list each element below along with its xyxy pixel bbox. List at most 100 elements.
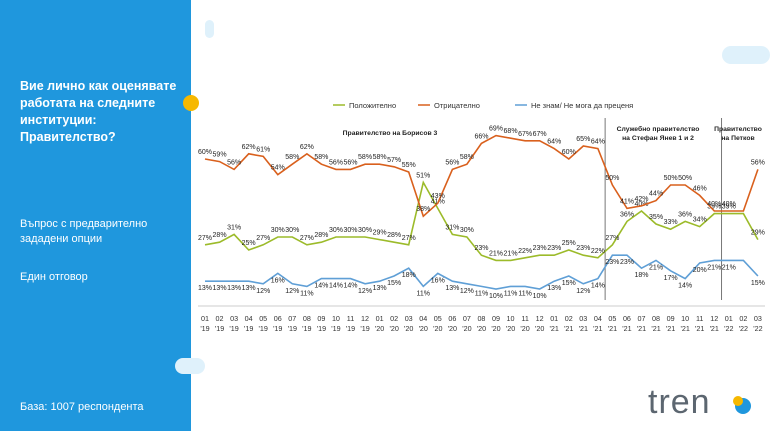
data-label: 30%	[460, 227, 474, 234]
data-label: 23%	[576, 245, 590, 252]
x-tick-label: 04	[245, 314, 253, 323]
x-tick-label: 03	[754, 314, 762, 323]
series-line	[204, 180, 759, 262]
legend-label: Положително	[349, 101, 396, 110]
data-label: 41%	[620, 198, 634, 205]
x-tick-label: 04	[594, 314, 602, 323]
x-tick-label: '19	[200, 324, 209, 333]
x-tick-label: '21	[593, 324, 602, 333]
data-label: 50%	[664, 175, 678, 182]
sidebar: Вие лично как оценявате работата на след…	[0, 0, 191, 431]
x-tick-label: '19	[302, 324, 311, 333]
data-label: 29%	[751, 230, 765, 237]
data-label: 58%	[285, 154, 299, 161]
data-label: 22%	[518, 248, 532, 255]
x-tick-label: 04	[419, 314, 427, 323]
data-label: 58%	[373, 154, 387, 161]
x-tick-label: 07	[288, 314, 296, 323]
data-label: 33%	[664, 219, 678, 226]
x-tick-label: '20	[520, 324, 529, 333]
x-tick-label: 11	[521, 314, 528, 323]
x-tick-label: 06	[274, 314, 282, 323]
x-tick-label: 10	[681, 314, 689, 323]
data-label: 18%	[634, 272, 648, 279]
data-label: 27%	[300, 235, 314, 242]
data-label: 15%	[387, 280, 401, 287]
x-tick-label: '19	[259, 324, 268, 333]
data-label: 65%	[576, 136, 590, 143]
data-label: 11%	[417, 290, 431, 297]
x-tick-label: '21	[651, 324, 660, 333]
data-label: 38%	[416, 206, 430, 213]
x-tick-label: 06	[623, 314, 631, 323]
question-type: Въпрос с предварително зададени опции	[20, 218, 148, 245]
data-label: 40%	[722, 201, 736, 208]
data-label: 40%	[707, 201, 721, 208]
x-tick-label: 07	[463, 314, 471, 323]
data-label: 21%	[722, 264, 736, 271]
data-label: 58%	[460, 154, 474, 161]
data-label: 13%	[198, 285, 212, 292]
x-tick-label: 03	[579, 314, 587, 323]
data-label: 66%	[474, 133, 488, 140]
data-label: 21%	[489, 250, 503, 257]
data-label: 30%	[271, 227, 285, 234]
data-label: 20%	[693, 267, 707, 274]
x-tick-label: 01	[201, 314, 209, 323]
data-label: 43%	[431, 193, 445, 200]
x-tick-label: 06	[448, 314, 456, 323]
data-label: 21%	[649, 264, 663, 271]
data-label: 23%	[620, 259, 634, 266]
data-label: 40%	[634, 201, 648, 208]
x-tick-label: '20	[448, 324, 457, 333]
data-label: 56%	[329, 159, 343, 166]
data-label: 23%	[605, 259, 619, 266]
question-title: Вие лично как оценявате работата на след…	[20, 79, 177, 144]
data-label: 56%	[227, 159, 241, 166]
period-label: Правителство на Борисов 3	[343, 130, 438, 137]
data-label: 21%	[707, 264, 721, 271]
series-line	[204, 134, 759, 218]
x-tick-label: '19	[229, 324, 238, 333]
period-label: Правителство	[714, 126, 762, 133]
legend-label: Не знам/ Не мога да преценя	[531, 101, 633, 110]
x-tick-label: '20	[535, 324, 544, 333]
x-tick-label: '19	[331, 324, 340, 333]
x-tick-label: '21	[666, 324, 675, 333]
data-label: 27%	[402, 235, 416, 242]
x-tick-label: 11	[347, 314, 354, 323]
data-label: 60%	[562, 149, 576, 156]
data-label: 16%	[271, 277, 285, 284]
data-label: 13%	[242, 285, 256, 292]
x-tick-label: 01	[725, 314, 733, 323]
x-tick-label: 09	[317, 314, 325, 323]
data-label: 30%	[358, 227, 372, 234]
data-label: 67%	[533, 131, 547, 138]
data-label: 64%	[591, 139, 605, 146]
data-label: 17%	[664, 275, 678, 282]
x-tick-label: '19	[360, 324, 369, 333]
x-tick-label: '20	[433, 324, 442, 333]
data-label: 14%	[591, 283, 605, 290]
x-tick-label: 09	[667, 314, 675, 323]
x-tick-label: '20	[477, 324, 486, 333]
x-tick-label: '21	[622, 324, 631, 333]
data-label: 18%	[402, 272, 416, 279]
accent-dot	[183, 95, 199, 111]
data-label: 23%	[533, 245, 547, 252]
period-label: Служебно правителство	[617, 125, 700, 133]
x-tick-label: 02	[565, 314, 573, 323]
x-tick-label: '20	[375, 324, 384, 333]
x-tick-label: '21	[680, 324, 689, 333]
x-tick-label: 08	[652, 314, 660, 323]
x-tick-label: '22	[739, 324, 748, 333]
data-label: 56%	[343, 159, 357, 166]
period-label: на Петков	[721, 135, 754, 142]
x-tick-label: 08	[303, 314, 311, 323]
x-tick-label: '21	[608, 324, 617, 333]
data-label: 12%	[358, 288, 372, 295]
data-label: 36%	[678, 211, 692, 218]
data-label: 10%	[489, 293, 503, 300]
data-label: 13%	[213, 285, 227, 292]
x-tick-label: '20	[491, 324, 500, 333]
